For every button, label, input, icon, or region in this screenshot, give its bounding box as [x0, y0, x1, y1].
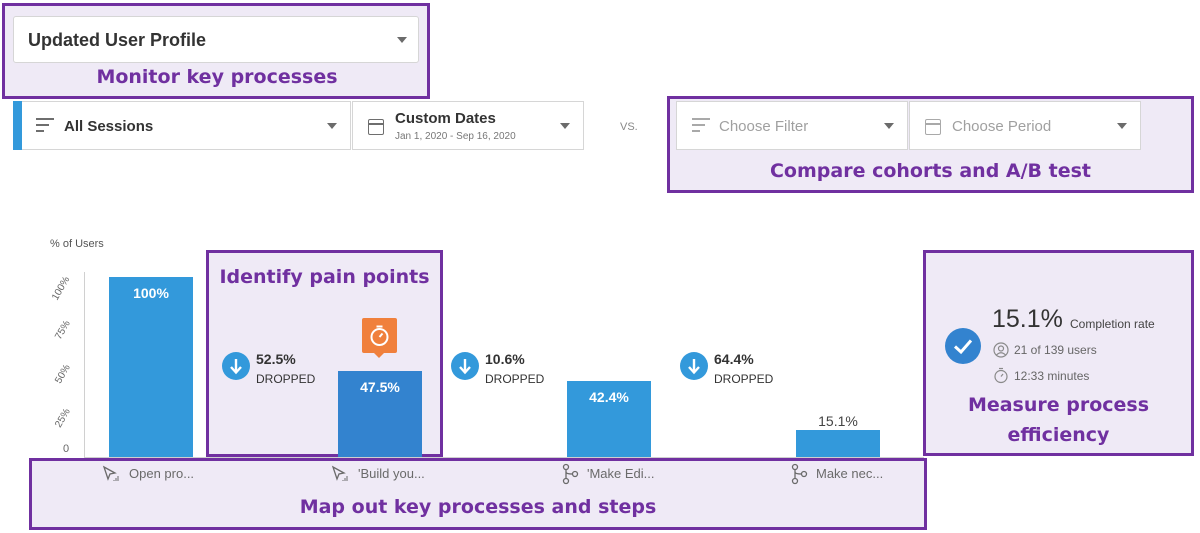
branch-icon: [562, 463, 579, 485]
dropped-percent: 64.4%: [714, 351, 754, 367]
compare-period-placeholder: Choose Period: [952, 118, 1052, 135]
completion-rate-label: Completion rate: [1070, 317, 1155, 331]
dropped-label: DROPPED: [485, 372, 545, 386]
chevron-down-icon: [397, 37, 407, 43]
monitor-callout-text: Monitor key processes: [96, 66, 338, 88]
y-tick-label: 25%: [53, 406, 73, 430]
dropped-percent: 52.5%: [256, 351, 296, 367]
stopwatch-icon: [994, 367, 1008, 384]
stopwatch-icon: [370, 325, 389, 346]
chevron-down-icon: [884, 123, 894, 129]
filter-accent-bar: [13, 101, 22, 150]
compare-filter-select[interactable]: Choose Filter: [676, 101, 908, 150]
time-value: 12:33 minutes: [1014, 369, 1090, 383]
user-icon: [993, 342, 1009, 358]
date-range-label: Custom Dates: [395, 110, 496, 127]
step-label[interactable]: Make nec...: [816, 466, 884, 481]
cursor-click-icon: [331, 465, 348, 481]
bar-step-4[interactable]: [796, 430, 880, 457]
compare-callout-text: Compare cohorts and A/B test: [769, 160, 1092, 182]
efficiency-callout-text-line2: efficiency: [1007, 424, 1110, 446]
chevron-down-icon: [1117, 123, 1127, 129]
date-range-select[interactable]: Custom Dates Jan 1, 2020 - Sep 16, 2020: [352, 101, 584, 150]
compare-period-select[interactable]: Choose Period: [909, 101, 1141, 150]
cursor-click-icon: [102, 465, 119, 481]
session-filter-select[interactable]: All Sessions: [22, 101, 351, 150]
bar-step-3[interactable]: 42.4%: [567, 381, 651, 457]
date-range-value: Jan 1, 2020 - Sep 16, 2020: [395, 131, 516, 142]
step-label[interactable]: 'Build you...: [358, 466, 425, 481]
x-axis-line: [84, 457, 924, 458]
dropped-percent: 10.6%: [485, 351, 525, 367]
map-out-callout: [29, 458, 927, 530]
arrow-down-icon: [451, 352, 479, 380]
check-circle-icon: [945, 328, 981, 364]
y-tick-label: 50%: [53, 362, 73, 386]
filter-icon: [36, 118, 54, 136]
y-tick-label: 0: [63, 443, 70, 455]
calendar-icon: [368, 119, 384, 135]
timer-badge[interactable]: [362, 318, 397, 353]
pain-points-callout-text: Identify pain points: [219, 266, 430, 288]
bar-value-label: 15.1%: [818, 413, 858, 429]
arrow-down-icon: [222, 352, 250, 380]
bar-value-label: 100%: [133, 285, 169, 301]
users-count: 21 of 139 users: [1014, 343, 1097, 357]
calendar-icon: [925, 119, 941, 135]
y-axis-title: % of Users: [50, 238, 104, 250]
bar-value-label: 47.5%: [360, 379, 400, 395]
bar-step-2[interactable]: 47.5%: [338, 371, 422, 457]
bar-step-1[interactable]: 100%: [109, 277, 193, 457]
y-tick-label: 75%: [53, 318, 73, 342]
filter-icon: [692, 118, 710, 136]
step-label[interactable]: 'Make Edi...: [587, 466, 655, 481]
chevron-down-icon: [327, 123, 337, 129]
chevron-down-icon: [560, 123, 570, 129]
y-tick-label: 100%: [50, 274, 73, 303]
completion-rate-value: 15.1%: [992, 305, 1063, 333]
map-out-callout-text: Map out key processes and steps: [299, 496, 657, 518]
branch-icon: [791, 463, 808, 485]
session-filter-label: All Sessions: [64, 118, 154, 135]
timer-badge-pointer: [373, 352, 385, 358]
profile-select[interactable]: Updated User Profile: [13, 16, 419, 63]
arrow-down-icon: [680, 352, 708, 380]
dropped-label: DROPPED: [714, 372, 774, 386]
profile-select-value: Updated User Profile: [28, 30, 207, 50]
compare-filter-placeholder: Choose Filter: [719, 118, 809, 135]
efficiency-callout-text-line1: Measure process: [967, 394, 1150, 416]
y-axis-line: [84, 272, 85, 458]
step-label[interactable]: Open pro...: [129, 466, 195, 481]
bar-value-label: 42.4%: [589, 389, 629, 405]
dropped-label: DROPPED: [256, 372, 316, 386]
vs-label: VS.: [620, 121, 638, 133]
